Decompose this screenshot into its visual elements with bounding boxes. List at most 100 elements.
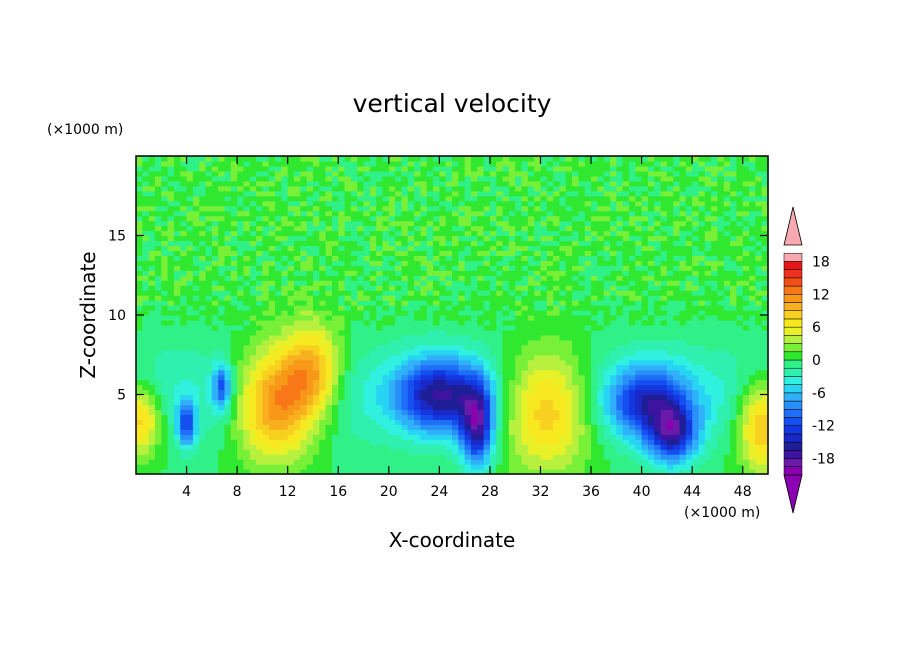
heatmap-cell (433, 409, 440, 415)
heatmap-cell (186, 300, 194, 306)
heatmap-cell (148, 260, 156, 266)
heatmap-cell (470, 459, 478, 465)
heatmap-cell (382, 374, 390, 381)
heatmap-cell (211, 444, 219, 450)
heatmap-cell (673, 319, 681, 326)
heatmap-cell (603, 389, 611, 396)
heatmap-cell (300, 449, 308, 455)
heatmap-cell (591, 389, 598, 396)
heatmap-cell (338, 369, 346, 376)
heatmap-cell (388, 240, 396, 247)
heatmap-cell (660, 354, 668, 361)
heatmap-cell (730, 295, 737, 301)
heatmap-cell (723, 389, 731, 396)
heatmap-cell (294, 255, 301, 261)
heatmap-cell (635, 260, 643, 266)
heatmap-cell (312, 235, 320, 242)
heatmap-cell (458, 334, 466, 341)
heatmap-cell (445, 429, 453, 435)
heatmap-cell (344, 414, 352, 420)
heatmap-cell (243, 454, 251, 460)
heatmap-cell (357, 424, 365, 430)
heatmap-cell (546, 300, 554, 306)
heatmap-cell (407, 394, 415, 401)
heatmap-cell (344, 295, 352, 301)
heatmap-cell (616, 389, 624, 396)
heatmap-cell (546, 359, 554, 366)
heatmap-cell (527, 280, 535, 286)
heatmap-cell (546, 464, 554, 470)
heatmap-cell (211, 374, 219, 381)
heatmap-cell (452, 280, 459, 286)
heatmap-cell (698, 295, 706, 301)
heatmap-cell (540, 329, 548, 336)
heatmap-cell (426, 374, 434, 381)
heatmap-cell (420, 429, 428, 435)
heatmap-cell (426, 424, 434, 430)
heatmap-cell (458, 280, 466, 286)
heatmap-cell (414, 290, 421, 296)
heatmap-cell (445, 419, 453, 425)
heatmap-cell (344, 459, 352, 465)
heatmap-cell (673, 295, 681, 301)
heatmap-cell (395, 454, 403, 460)
heatmap-cell (338, 334, 346, 341)
heatmap-cell (597, 369, 605, 376)
heatmap-cell (173, 459, 181, 465)
heatmap-cell (489, 414, 497, 420)
heatmap-cell (287, 225, 295, 232)
heatmap-cell (445, 464, 453, 470)
heatmap-cell (635, 280, 643, 286)
heatmap-cell (401, 394, 409, 401)
heatmap-cell (331, 324, 339, 331)
heatmap-cell (433, 404, 440, 411)
heatmap-cell (610, 454, 617, 460)
heatmap-cell (154, 290, 162, 296)
heatmap-cell (565, 324, 573, 331)
heatmap-cell (388, 339, 396, 346)
heatmap-cell (679, 310, 687, 316)
heatmap-cell (641, 389, 649, 396)
heatmap-cell (458, 255, 466, 261)
heatmap-cell (527, 409, 535, 415)
heatmap-cell (742, 399, 750, 406)
heatmap-cell (742, 469, 750, 475)
heatmap-cell (407, 379, 415, 386)
heatmap-cell (692, 389, 700, 396)
heatmap-cell (211, 399, 219, 406)
heatmap-cell (660, 235, 668, 242)
heatmap-cell (673, 399, 681, 406)
heatmap-cell (698, 260, 706, 266)
z-unit-label: (×1000 m) (47, 122, 123, 138)
heatmap-cell (407, 255, 415, 261)
heatmap-cell (167, 379, 175, 386)
heatmap-cell (692, 310, 700, 316)
heatmap-cell (559, 349, 567, 356)
heatmap-cell (610, 359, 617, 366)
heatmap-cell (736, 394, 744, 401)
heatmap-cell (603, 339, 611, 346)
heatmap-cell (148, 404, 156, 411)
heatmap-cell (407, 439, 415, 445)
heatmap-cell (426, 389, 434, 396)
heatmap-cell (357, 225, 365, 232)
heatmap-cell (256, 265, 263, 271)
heatmap-cell (616, 374, 624, 381)
heatmap-cell (591, 399, 598, 406)
heatmap-cell (502, 359, 510, 366)
heatmap-cell (445, 315, 453, 321)
heatmap-cell (654, 250, 662, 256)
heatmap-cell (401, 344, 409, 351)
heatmap-cell (508, 439, 516, 445)
heatmap-cell (350, 369, 358, 376)
heatmap-cell (717, 404, 725, 411)
heatmap-cell (572, 235, 579, 242)
heatmap-cell (154, 374, 162, 381)
heatmap-cell (489, 235, 497, 242)
heatmap-cell (483, 235, 491, 242)
heatmap-cell (243, 419, 251, 425)
heatmap-cell (445, 394, 453, 401)
heatmap-cell (622, 374, 630, 381)
heatmap-cell (420, 364, 428, 371)
heatmap-cell (761, 295, 769, 301)
